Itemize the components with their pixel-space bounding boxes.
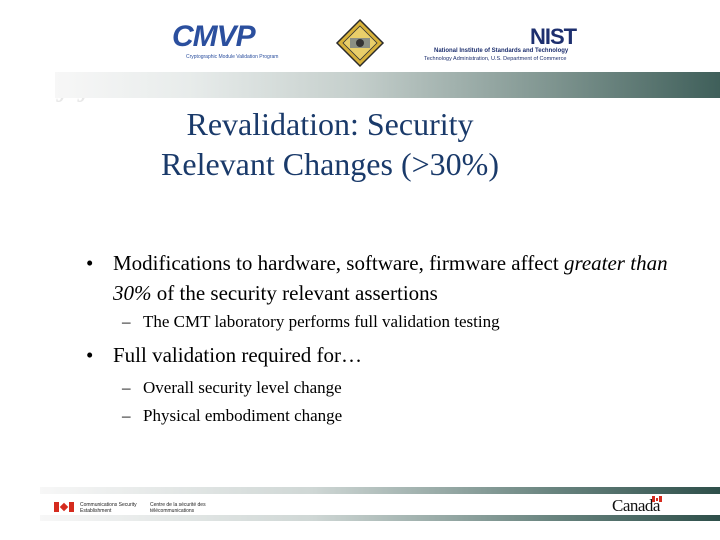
header-logos: CMVP Cryptographic Module Validation Pro… (0, 0, 720, 70)
bullet-item: • Modifications to hardware, software, f… (86, 248, 686, 308)
nist-name: National Institute of Standards and Tech… (434, 48, 569, 54)
slide-title: Revalidation: Security Relevant Changes … (60, 104, 600, 184)
cmvp-logo: CMVP Cryptographic Module Validation Pro… (172, 20, 282, 64)
title-line-2: Relevant Changes (>30%) (161, 146, 499, 182)
sub-bullet-marker: – (122, 378, 131, 397)
bullet-emphasis: greater than 30% (113, 251, 668, 305)
bullet-text-tail: of the security relevant assertions (151, 281, 438, 305)
canada-flag-icon (54, 502, 74, 512)
cse-name-french: Centre de la sécurité des télécommunicat… (150, 502, 206, 514)
sub-bullet-marker: – (122, 406, 131, 425)
sub-bullet-text: Overall security level change (143, 378, 342, 397)
sub-bullet-text: The CMT laboratory performs full validat… (143, 312, 500, 331)
cse-name-english: Communications Security Establishment (80, 502, 137, 514)
slide-content: • Modifications to hardware, software, f… (86, 248, 686, 430)
nist-logo-text: NIST (530, 24, 577, 49)
bullet-text: Full validation required for… (113, 343, 363, 367)
header-band (55, 72, 720, 98)
title-line-1: Revalidation: Security (186, 106, 474, 142)
government-seal-icon (335, 18, 385, 68)
canada-wordmark: Canada (612, 496, 660, 515)
sub-bullet-item: – Physical embodiment change (86, 402, 686, 430)
sub-bullet-marker: – (122, 312, 131, 331)
bullet-marker: • (86, 251, 94, 275)
cmvp-tagline: Cryptographic Module Validation Program (186, 54, 279, 60)
footer-band (40, 487, 720, 494)
sub-bullet-item: – Overall security level change (86, 374, 686, 402)
footer-band-lower (40, 515, 720, 521)
nist-logo: NIST National Institute of Standards and… (420, 24, 600, 64)
cmvp-logo-text: CMVP (172, 20, 256, 53)
nist-department: Technology Administration, U.S. Departme… (424, 56, 567, 62)
sub-bullet-item: – The CMT laboratory performs full valid… (86, 308, 686, 336)
sub-bullet-text: Physical embodiment change (143, 406, 343, 425)
bullet-item: • Full validation required for… (86, 340, 686, 370)
bullet-text: Modifications to hardware, software, fir… (113, 251, 564, 275)
bullet-marker: • (86, 343, 94, 367)
canada-wordmark-flag-icon (652, 496, 662, 502)
